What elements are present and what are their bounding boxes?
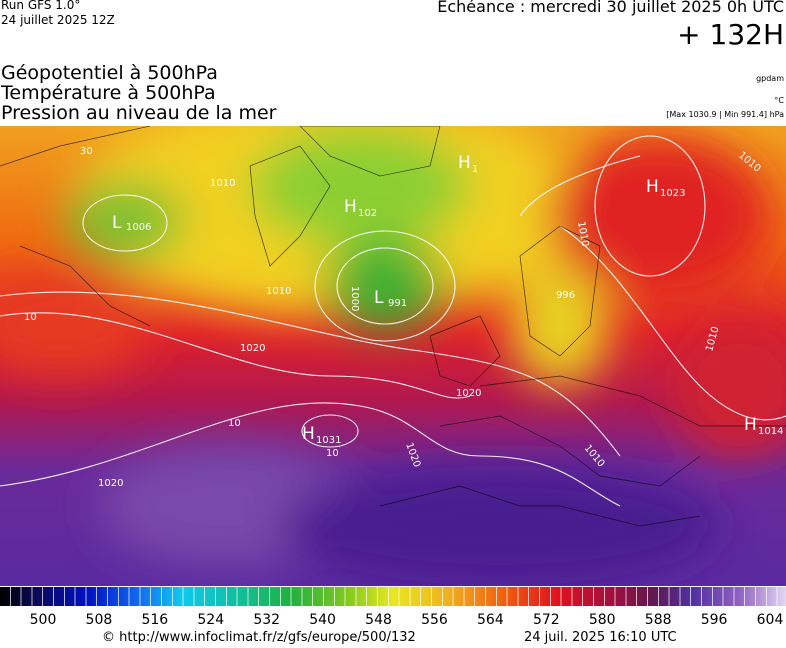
isobar-label: 1010 — [210, 178, 235, 189]
colorbar-tick-label: 508 — [86, 612, 113, 628]
unit-label: gpdam — [756, 74, 784, 83]
unit-label: °C — [774, 96, 784, 105]
colorbar-tick-label: 564 — [477, 612, 504, 628]
colorbar-tick-label: 532 — [253, 612, 280, 628]
pressure-center-letter: H — [646, 177, 659, 197]
pressure-center-value: 102 — [358, 208, 377, 219]
pressure-center-value: 1023 — [660, 188, 685, 199]
pressure-center-letter: H — [302, 424, 315, 444]
colorbar-tick-label: 524 — [197, 612, 224, 628]
map: L 1006 H 102 H 1 L 991 H 1023 H 1031 H 1… — [0, 126, 786, 586]
isobar-label: 1010 — [266, 286, 291, 297]
colorbar-tick-label: 580 — [589, 612, 616, 628]
colorbar-tick-label: 500 — [30, 612, 57, 628]
run-label: Run GFS 1.0° — [1, 0, 81, 12]
pressure-center-value: 1014 — [758, 426, 783, 437]
colorbar-tick-label: 588 — [645, 612, 672, 628]
colorbar-tick-label: 540 — [309, 612, 336, 628]
generated-time: 24 juil. 2025 16:10 UTC — [524, 630, 677, 645]
isotherm-label: 10 — [326, 448, 339, 459]
isobar-label: 1020 — [456, 388, 481, 399]
isotherm-label: 10 — [24, 312, 37, 323]
isobar-label: 1000 — [349, 286, 360, 311]
colorbar-tick-label: 604 — [757, 612, 784, 628]
isobar-label: 1020 — [240, 343, 265, 354]
pressure-center-value: 1 — [472, 164, 478, 175]
colorbar-tick-label: 556 — [421, 612, 448, 628]
colorbar-tick-label: 572 — [533, 612, 560, 628]
pressure-center-letter: L — [374, 288, 384, 308]
lead-time: + 132H — [677, 18, 784, 51]
isobar-label: 1010 — [575, 221, 590, 248]
colorbar — [0, 587, 786, 606]
isobar-label: 1020 — [98, 478, 123, 489]
layer-title: Géopotentiel à 500hPa — [1, 62, 218, 84]
colorbar-tick-label: 516 — [141, 612, 168, 628]
pressure-center-letter: H — [344, 197, 357, 217]
isobar-label: 996 — [556, 290, 575, 301]
layer-title: Pression au niveau de la mer — [1, 102, 277, 124]
isotherm-label: 30 — [80, 146, 93, 157]
valid-time: Echéance : mercredi 30 juillet 2025 0h U… — [437, 0, 784, 16]
pressure-center-value: 991 — [388, 298, 407, 309]
colorbar-ticks: 500 508 516 524 532 540 548 556 564 572 580 588 596 6… — [30, 612, 784, 628]
unit-label: [Max 1030.9 | Min 991.4] hPa — [666, 110, 784, 119]
pressure-center-value: 1031 — [316, 435, 341, 446]
layer-title: Température à 500hPa — [1, 82, 216, 104]
pressure-center-letter: H — [458, 153, 471, 173]
colorbar-tick-label: 596 — [701, 612, 728, 628]
pressure-center-value: 1006 — [126, 222, 151, 233]
run-date: 24 juillet 2025 12Z — [1, 13, 115, 27]
pressure-center-letter: L — [112, 213, 122, 233]
pressure-center-letter: H — [744, 415, 757, 435]
colorbar-tick-label: 548 — [365, 612, 392, 628]
isotherm-label: 10 — [228, 418, 241, 429]
source-link: © http://www.infoclimat.fr/z/gfs/europe/… — [102, 630, 416, 645]
